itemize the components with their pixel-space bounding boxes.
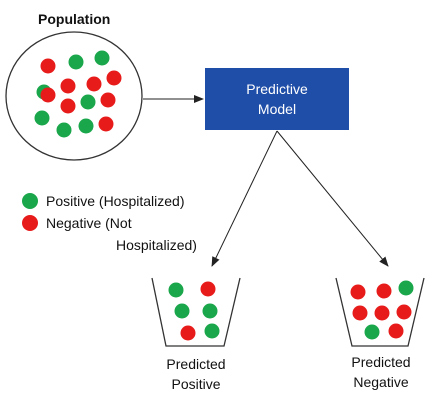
- bucket-positive-dot-negative: [180, 325, 196, 341]
- bucket-positive-dot-negative: [200, 281, 216, 297]
- bucket-label-negative-line2: Negative: [353, 374, 409, 390]
- model-label-line1: Predictive: [246, 81, 308, 97]
- legend-label-negative-line2: Hospitalized): [116, 237, 197, 253]
- bucket-negative-dots: [350, 280, 414, 340]
- bucket-negative-dot-negative: [350, 284, 366, 300]
- population-dot-positive: [34, 110, 50, 126]
- population-dot-positive: [68, 54, 84, 70]
- bucket-negative-dot-negative: [374, 305, 390, 321]
- population-dot-positive: [78, 118, 94, 134]
- population-dot-negative: [100, 92, 116, 108]
- population-title: Population: [38, 11, 111, 27]
- legend-dot-positive: [22, 193, 38, 209]
- population-dot-positive: [56, 122, 72, 138]
- model-label-line2: Model: [257, 101, 297, 117]
- legend-item-negative-cont: Hospitalized): [22, 234, 197, 256]
- population-dot-positive: [94, 50, 110, 66]
- bucket-positive-outline: [151, 277, 241, 347]
- population-dot-negative: [60, 98, 76, 114]
- legend-item-positive: Positive (Hospitalized): [22, 190, 197, 212]
- arrow-model-to-positive: [211, 130, 278, 267]
- arrow-model-to-negative: [276, 130, 389, 267]
- legend-label-positive: Positive (Hospitalized): [46, 193, 185, 209]
- population-dots: [34, 50, 122, 138]
- bucket-negative-dot-negative: [388, 323, 404, 339]
- population-dot-positive: [80, 94, 96, 110]
- bucket-positive-dot-positive: [204, 323, 220, 339]
- legend-label-negative-line1: Negative (Not: [46, 215, 132, 231]
- population-dot-negative: [86, 76, 102, 92]
- population-dot-negative: [40, 87, 56, 103]
- bucket-positive-dot-positive: [168, 282, 184, 298]
- population-dot-negative: [40, 58, 56, 74]
- bucket-negative-dot-negative: [376, 283, 392, 299]
- bucket-negative-dot-positive: [364, 324, 380, 340]
- bucket-positive-dot-positive: [202, 303, 218, 319]
- bucket-label-positive-line1: Predicted: [166, 356, 226, 372]
- legend: Positive (Hospitalized) Negative (Not Ho…: [22, 190, 197, 256]
- bucket-label-positive: Predicted Positive: [141, 354, 251, 394]
- legend-dot-negative: [22, 215, 38, 231]
- bucket-positive-dots: [168, 281, 220, 341]
- bucket-negative-dot-negative: [352, 305, 368, 321]
- population-dot-negative: [98, 116, 114, 132]
- bucket-negative-dot-positive: [398, 280, 414, 296]
- bucket-negative-dot-negative: [396, 304, 412, 320]
- population-dot-negative: [60, 78, 76, 94]
- population-dot-negative: [106, 70, 122, 86]
- bucket-negative-outline: [335, 277, 425, 347]
- bucket-label-negative: Predicted Negative: [326, 352, 436, 392]
- bucket-label-negative-line1: Predicted: [351, 354, 411, 370]
- predictive-model-box: Predictive Model: [205, 68, 349, 130]
- bucket-label-positive-line2: Positive: [171, 376, 221, 392]
- bucket-positive-dot-positive: [174, 303, 190, 319]
- population-circle: [5, 31, 143, 161]
- legend-item-negative: Negative (Not: [22, 212, 197, 234]
